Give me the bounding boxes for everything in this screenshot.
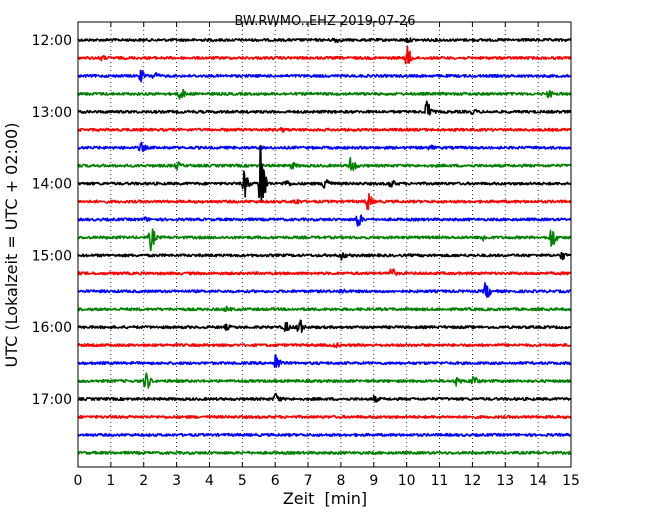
y-tick-label: 12:00 [32, 33, 72, 49]
seismic-trace [77, 45, 572, 65]
seismic-trace [77, 392, 572, 403]
x-tick-label: 1 [106, 473, 115, 489]
seismic-trace [77, 414, 572, 420]
x-tick-label: 13 [496, 473, 514, 489]
x-tick-label: 14 [529, 473, 547, 489]
x-tick-label: 3 [172, 473, 181, 489]
seismic-trace [77, 251, 572, 261]
plot-frame [77, 21, 572, 468]
x-tick-label: 9 [369, 473, 378, 489]
x-tick-label: 4 [205, 473, 214, 489]
seismic-trace [77, 268, 572, 276]
trace-group [77, 37, 572, 455]
seismic-trace [77, 281, 572, 298]
seismic-trace [77, 144, 572, 203]
x-axis: 0 1 2 3 4 5 6 7 8 9 10 11 12 13 14 15 [74, 22, 580, 489]
x-tick-label: 7 [304, 473, 313, 489]
y-tick-label: 17:00 [32, 392, 72, 408]
seismic-trace [77, 450, 572, 455]
seismic-trace [77, 319, 572, 333]
seismic-trace [77, 141, 572, 153]
seismic-trace [77, 228, 572, 252]
y-tick-label: 15:00 [32, 248, 72, 264]
x-axis-label: Zeit [min] [283, 489, 367, 508]
seismic-trace [77, 432, 572, 437]
seismic-trace [77, 342, 572, 349]
seismic-trace [77, 69, 572, 83]
seismic-trace [77, 354, 572, 368]
seismic-trace [77, 214, 572, 227]
x-tick-label: 6 [271, 473, 280, 489]
x-tick-label: 5 [238, 473, 247, 489]
seismic-trace [77, 37, 572, 44]
x-tick-label: 15 [562, 473, 580, 489]
seismic-trace [77, 372, 572, 389]
y-axis: 12:00 13:00 14:00 15:00 16:00 17:00 [32, 33, 571, 408]
y-tick-label: 13:00 [32, 105, 72, 121]
x-tick-label: 8 [336, 473, 345, 489]
x-tick-label: 12 [463, 473, 481, 489]
x-tick-label: 11 [431, 473, 449, 489]
x-tick-label: 0 [74, 473, 83, 489]
seismic-trace [77, 192, 572, 211]
y-tick-label: 14:00 [32, 177, 72, 193]
seismic-trace [77, 305, 572, 313]
y-axis-label: UTC (Lokalzeit = UTC + 02:00) [2, 123, 21, 368]
seismic-trace [77, 88, 572, 100]
x-tick-label: 10 [398, 473, 416, 489]
seismic-trace [77, 156, 572, 172]
seismic-trace [77, 100, 572, 116]
seismic-trace [77, 126, 572, 133]
x-tick-label: 2 [139, 473, 148, 489]
y-tick-label: 16:00 [32, 320, 72, 336]
